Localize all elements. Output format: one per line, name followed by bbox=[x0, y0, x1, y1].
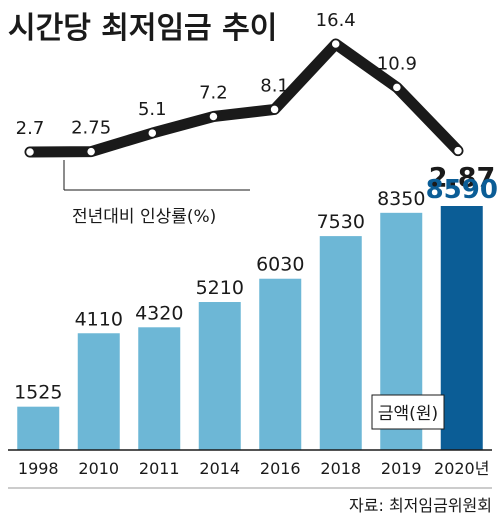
bar bbox=[440, 206, 483, 450]
bar bbox=[77, 333, 120, 450]
bar bbox=[319, 236, 362, 450]
rate-point bbox=[208, 111, 219, 122]
source-note: 자료: 최저임금위원회 bbox=[349, 496, 492, 515]
bar-value-label: 8350 bbox=[377, 188, 425, 210]
rate-value-label: 2.87 bbox=[429, 163, 496, 194]
rate-value-label: 2.75 bbox=[71, 118, 111, 139]
bar-series-legend: 금액(원) bbox=[371, 394, 445, 430]
bar-value-label: 4320 bbox=[135, 302, 183, 324]
rate-value-label: 10.9 bbox=[377, 53, 417, 74]
bar bbox=[198, 302, 241, 450]
x-tick-label: 2020년 bbox=[434, 459, 489, 478]
x-tick-label: 2019 bbox=[381, 459, 422, 478]
rate-value-label: 8.1 bbox=[260, 75, 289, 96]
rate-line-chart: 2.7 2.75 5.1 7.2 8.1 16.4 10.9 2.87 bbox=[16, 10, 496, 194]
bar bbox=[138, 327, 181, 450]
rate-value-label: 16.4 bbox=[316, 10, 356, 31]
rate-point bbox=[147, 127, 158, 139]
bar bbox=[17, 406, 60, 450]
bar-value-label: 7530 bbox=[317, 211, 365, 233]
bar-legend-box bbox=[371, 394, 445, 430]
bar-value-label: 1525 bbox=[14, 382, 62, 404]
bar-value-label: 8590 bbox=[426, 175, 498, 205]
x-tick-label: 2014 bbox=[199, 459, 240, 478]
rate-line bbox=[24, 38, 464, 158]
rate-point bbox=[85, 146, 97, 157]
x-tick-label: 2016 bbox=[260, 459, 301, 478]
rate-point bbox=[24, 146, 36, 158]
bar-value-label: 4110 bbox=[75, 308, 123, 330]
rate-value-label: 7.2 bbox=[199, 83, 228, 104]
rate-point bbox=[452, 145, 464, 156]
x-tick-label: 2018 bbox=[320, 459, 361, 478]
rate-value-label: 2.7 bbox=[16, 118, 45, 139]
line-series-label: 전년대비 인상률(%) bbox=[72, 207, 216, 227]
bar bbox=[259, 278, 302, 450]
wage-bar-chart: 1525 1998 4110 2010 4320 2011 5210 2014 6030 2016… bbox=[14, 175, 498, 478]
x-tick-label: 2011 bbox=[139, 459, 180, 478]
bar-value-label: 6030 bbox=[256, 254, 304, 276]
rate-point bbox=[391, 82, 403, 93]
chart-title: 시간당 최저임금 추이 bbox=[8, 11, 277, 46]
rate-point bbox=[330, 38, 341, 50]
x-tick-label: 2010 bbox=[78, 459, 119, 478]
bar-series-label: 금액(원) bbox=[378, 404, 438, 424]
rate-point bbox=[269, 104, 280, 115]
rate-value-label: 5.1 bbox=[138, 99, 167, 120]
bar-value-label: 5210 bbox=[196, 277, 244, 299]
x-tick-label: 1998 bbox=[18, 459, 59, 478]
